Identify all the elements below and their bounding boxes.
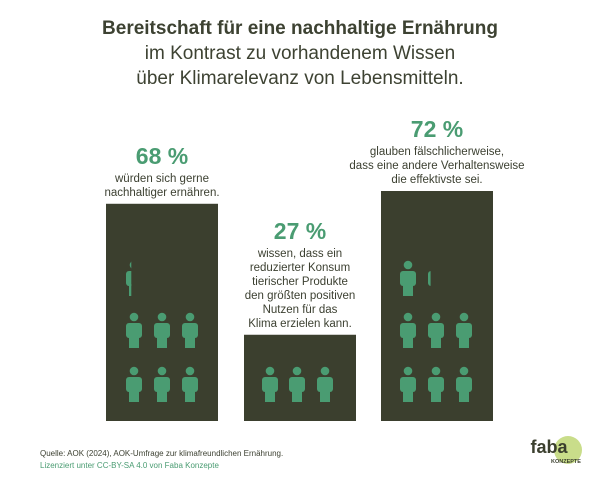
license-text: Lizenziert unter CC-BY-SA 4.0 von Faba K… — [40, 461, 219, 470]
data-label: 72 % — [411, 116, 463, 142]
title-line-2: im Kontrast zu vorhandenem Wissen — [144, 43, 456, 64]
person-icon — [400, 366, 416, 402]
category-label: tierischer Produkte — [252, 276, 348, 288]
person-head — [403, 366, 413, 376]
data-label: 27 % — [274, 218, 326, 244]
faba-logo: faba KONZEPTE — [530, 436, 582, 465]
person-legs — [129, 390, 139, 402]
category-label: die effektivste sei. — [391, 174, 482, 186]
person-legs — [292, 390, 302, 402]
person-head — [129, 366, 139, 376]
category-label: wissen, dass ein — [257, 248, 342, 260]
logo-word: faba — [530, 437, 568, 457]
person-icon — [126, 312, 142, 348]
person-head — [129, 261, 132, 269]
person-head — [459, 366, 469, 376]
source-text: Quelle: AOK (2024), AOK-Umfrage zur klim… — [40, 449, 284, 458]
category-label: würden sich gerne — [114, 173, 209, 185]
person-legs — [431, 390, 441, 402]
person-body — [456, 377, 472, 392]
person-head — [320, 366, 330, 376]
person-body — [154, 377, 170, 392]
person-body — [154, 323, 170, 338]
category-label: nachhaltiger ernähren. — [104, 187, 219, 199]
footer: Quelle: AOK (2024), AOK-Umfrage zur klim… — [40, 448, 283, 472]
category-label: den größten positiven — [245, 290, 356, 302]
person-legs — [403, 284, 413, 296]
person-head — [185, 366, 195, 376]
person-body — [428, 271, 431, 286]
person-icon — [182, 366, 198, 402]
person-icon — [400, 312, 416, 348]
logo-circle — [554, 436, 582, 464]
person-body — [126, 271, 132, 286]
person-head — [157, 366, 167, 376]
person-legs — [129, 336, 139, 348]
person-head — [185, 312, 195, 322]
icon-group — [262, 366, 333, 402]
person-legs — [403, 336, 413, 348]
person-legs — [459, 390, 469, 402]
person-body — [182, 377, 198, 392]
person-head — [431, 366, 441, 376]
person-body — [456, 323, 472, 338]
person-icon — [317, 366, 333, 402]
person-icon — [154, 312, 170, 348]
person-icon — [428, 312, 444, 348]
person-icon — [289, 366, 305, 402]
person-body — [428, 323, 444, 338]
person-body — [262, 377, 278, 392]
person-head — [403, 260, 413, 270]
person-body — [428, 377, 444, 392]
person-legs — [185, 390, 195, 402]
person-body — [400, 323, 416, 338]
person-head — [265, 366, 275, 376]
person-legs — [157, 336, 167, 348]
logo-sub: KONZEPTE — [551, 459, 581, 465]
person-legs — [157, 390, 167, 402]
person-icon — [182, 312, 198, 348]
person-icon — [456, 366, 472, 402]
person-head — [459, 312, 469, 322]
person-legs — [403, 390, 413, 402]
title-line-1: Bereitschaft für eine nachhaltige Ernähr… — [102, 18, 498, 39]
person-head — [129, 312, 139, 322]
person-body — [400, 377, 416, 392]
person-icon — [126, 261, 132, 296]
person-icon — [428, 366, 444, 402]
person-icon — [456, 312, 472, 348]
person-head — [403, 312, 413, 322]
person-icon — [428, 271, 431, 286]
person-icon — [154, 366, 170, 402]
person-icon — [262, 366, 278, 402]
person-body — [126, 377, 142, 392]
icon-group — [126, 261, 198, 402]
person-legs — [320, 390, 330, 402]
chart-title: Bereitschaft für eine nachhaltige Ernähr… — [0, 16, 600, 91]
category-label: dass eine andere Verhaltensweise — [349, 160, 524, 172]
person-icon — [126, 366, 142, 402]
category-label: glauben fälschlicherweise, — [370, 146, 504, 158]
person-legs — [459, 336, 469, 348]
category-label: Klima erzielen kann. — [248, 318, 352, 330]
data-label: 68 % — [136, 143, 188, 169]
person-icon — [400, 260, 416, 296]
person-body — [126, 323, 142, 338]
title-line-3: über Klimarelevanz von Lebensmitteln. — [136, 68, 464, 89]
person-head — [157, 312, 167, 322]
person-legs — [129, 284, 132, 296]
category-label: Nutzen für das — [263, 304, 338, 316]
person-body — [317, 377, 333, 392]
person-legs — [431, 336, 441, 348]
icon-group — [400, 260, 472, 402]
person-head — [431, 312, 441, 322]
person-body — [400, 271, 416, 286]
person-head — [292, 366, 302, 376]
category-label: reduzierter Konsum — [250, 262, 350, 274]
person-body — [289, 377, 305, 392]
person-legs — [185, 336, 195, 348]
person-body — [182, 323, 198, 338]
person-legs — [265, 390, 275, 402]
